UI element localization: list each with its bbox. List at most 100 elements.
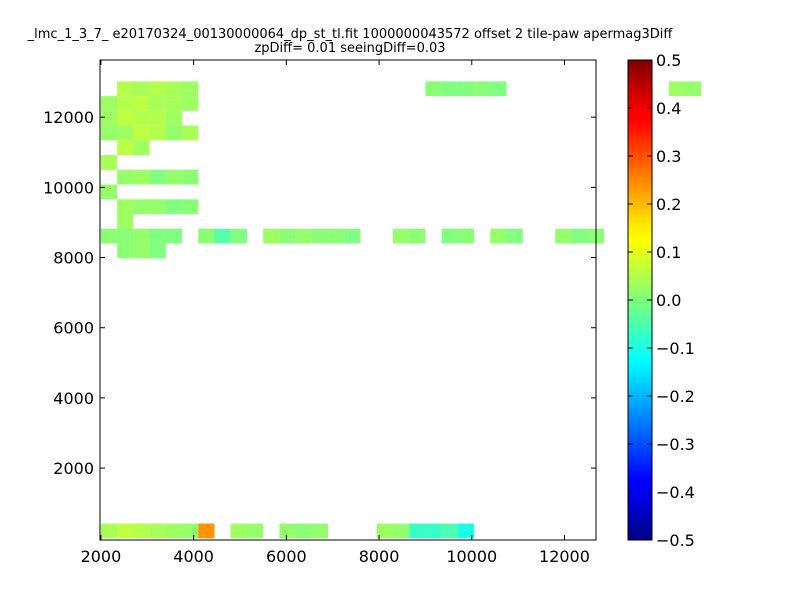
chart-title: _lmc_1_3_7_ e20170324_00130000064_dp_st_… — [27, 27, 674, 56]
heatmap-cell — [441, 228, 458, 244]
heatmap-cell — [133, 228, 150, 244]
heatmap-cell — [279, 228, 296, 244]
heatmap-cell — [311, 228, 329, 244]
y-tick-label: 4000 — [53, 389, 94, 408]
heatmap-cell — [100, 110, 118, 126]
heatmap-cells — [100, 81, 702, 539]
colorbar-tick-label: 0.3 — [656, 147, 681, 166]
heatmap-cell — [165, 169, 183, 185]
heatmap-cell — [295, 523, 312, 539]
heatmap-cell — [133, 110, 150, 126]
heatmap-cell — [392, 228, 410, 244]
heatmap-cell — [117, 81, 134, 97]
heatmap-cell — [279, 523, 296, 539]
heatmap-cell — [474, 81, 491, 97]
heatmap-cell — [165, 81, 183, 97]
heatmap-cell — [149, 199, 166, 215]
heatmap-cell — [117, 523, 134, 539]
x-tick-label: 6000 — [266, 547, 307, 566]
heatmap-cell — [149, 125, 166, 141]
x-axis: 2000 4000 6000 8000 10000 12000 — [81, 60, 590, 566]
heatmap-cell — [149, 228, 166, 244]
heatmap-cell — [376, 523, 393, 539]
heatmap-cell — [117, 125, 134, 141]
heatmap-cell — [100, 523, 118, 539]
heatmap-cell — [133, 125, 150, 141]
heatmap-cell — [117, 140, 134, 156]
heatmap-cell — [409, 523, 426, 539]
heatmap-cell — [555, 228, 572, 244]
x-tick-label: 4000 — [173, 547, 214, 566]
heatmap-cell — [490, 81, 507, 97]
y-tick-label: 2000 — [53, 459, 94, 478]
y-tick-label: 10000 — [43, 178, 94, 197]
heatmap-cell — [133, 81, 150, 97]
colorbar: 0.5 0.4 0.3 0.2 0.1 0.0 −0.1 −0.2 −0.3 −0.4 −0.5 — [627, 51, 695, 550]
heatmap-cell — [117, 228, 134, 244]
heatmap-cell — [230, 523, 247, 539]
heatmap-cell — [133, 243, 150, 259]
heatmap-cell — [149, 96, 166, 111]
heatmap-cell — [117, 214, 134, 229]
heatmap-cell — [457, 228, 475, 244]
heatmap-cell — [506, 228, 523, 244]
heatmap-cell — [117, 199, 134, 215]
colorbar-tick-label: 0.2 — [656, 195, 681, 214]
heatmap-cell — [182, 81, 199, 97]
colorbar-ticks: 0.5 0.4 0.3 0.2 0.1 0.0 −0.1 −0.2 −0.3 −0.4 −0.5 — [628, 51, 695, 550]
heatmap-cell — [490, 228, 507, 244]
heatmap-cell — [182, 169, 199, 185]
heatmap-cell — [133, 140, 150, 156]
heatmap-cell — [344, 228, 361, 244]
heatmap-cell — [198, 228, 215, 244]
heatmap-cell — [149, 243, 166, 259]
colorbar-tick-label: −0.3 — [656, 435, 695, 454]
heatmap-cell — [149, 110, 166, 126]
x-tick-label: 2000 — [81, 547, 122, 566]
colorbar-tick-label: 0.1 — [656, 243, 681, 262]
colorbar-tick-label: −0.1 — [656, 339, 695, 358]
heatmap-cell — [425, 523, 442, 539]
heatmap-cell — [133, 96, 150, 111]
colorbar-tick-label: −0.5 — [656, 531, 695, 550]
y-tick-label: 12000 — [43, 108, 94, 127]
colorbar-tick-label: 0.5 — [656, 51, 681, 70]
colorbar-tick-label: −0.2 — [656, 387, 695, 406]
heatmap-cell — [295, 228, 312, 244]
y-tick-label: 6000 — [53, 319, 94, 338]
heatmap-cell — [182, 523, 199, 539]
heatmap-cell — [409, 228, 426, 244]
heatmap-cell — [246, 523, 264, 539]
y-tick-label: 8000 — [53, 249, 94, 268]
x-tick-label: 8000 — [359, 547, 400, 566]
plot-frame — [99, 59, 597, 541]
heatmap-cell — [441, 523, 458, 539]
heatmap-cell — [100, 125, 118, 141]
heatmap-cell — [149, 523, 166, 539]
heatmap-cell — [311, 523, 329, 539]
heatmap-cell — [133, 523, 150, 539]
heatmap-cell — [263, 228, 280, 244]
heatmap-cell — [165, 228, 183, 244]
heatmap-cell — [100, 155, 118, 170]
heatmap-cell — [165, 96, 183, 111]
heatmap-cell — [165, 199, 183, 215]
colorbar-tick-label: 0.4 — [656, 99, 681, 118]
heatmap-cell — [165, 125, 183, 141]
title-line-2: zpDiff= 0.01 seeingDiff=0.03 — [254, 41, 445, 56]
heatmap-cell — [182, 125, 199, 141]
heatmap-cell — [100, 184, 118, 200]
heatmap-cell — [392, 523, 410, 539]
heatmap-cell — [149, 169, 166, 185]
heatmap-cell — [214, 228, 231, 244]
heatmap-cell — [100, 228, 118, 244]
heatmap-cell — [149, 81, 166, 97]
x-tick-label: 12000 — [539, 547, 590, 566]
heatmap-cell — [425, 81, 442, 97]
title-line-1: _lmc_1_3_7_ e20170324_00130000064_dp_st_… — [27, 27, 674, 42]
heatmap-cell — [100, 96, 118, 111]
heatmap-cell — [668, 81, 686, 97]
heatmap-cell — [571, 228, 588, 244]
heatmap-cell — [441, 81, 458, 97]
